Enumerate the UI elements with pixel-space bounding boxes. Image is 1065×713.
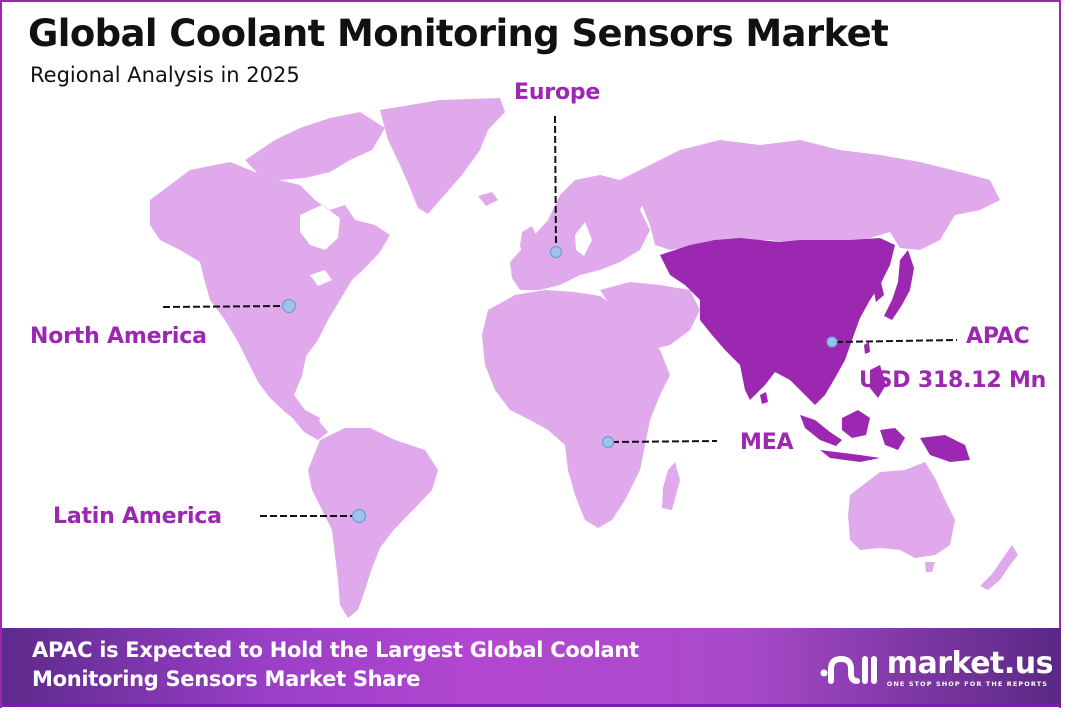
water-cutouts [300,205,592,286]
marker-mea [601,435,615,449]
label-mea: MEA [740,430,794,455]
land-masses [150,98,1018,618]
label-apac-value: USD 318.12 Mn [859,368,1047,393]
marker-europe [549,245,563,259]
brand-logo: market.us ONE STOP SHOP FOR THE REPORTS [819,646,1054,688]
leader-lines [162,115,958,517]
brand-name: market.us [886,646,1054,681]
marker-north-america [281,298,297,314]
footer-line-1: APAC is Expected to Hold the Largest Glo… [32,638,639,662]
page-title: Global Coolant Monitoring Sensors Market [28,12,889,55]
brand-tagline: ONE STOP SHOP FOR THE REPORTS [886,680,1049,688]
region-markers [281,245,838,524]
footer-line-2: Monitoring Sensors Market Share [32,667,421,691]
apac-region [660,238,970,462]
label-europe: Europe [514,80,601,105]
label-apac: APAC [966,324,1030,349]
marker-apac [826,336,838,348]
footer-statement: APAC is Expected to Hold the Largest Glo… [32,636,639,694]
marker-latin-america [351,508,367,524]
label-latin-america: Latin America [53,504,222,529]
label-north-america: North America [30,324,207,349]
page-subtitle: Regional Analysis in 2025 [30,63,300,87]
market-us-logo-icon [820,655,877,684]
footer-banner: APAC is Expected to Hold the Largest Glo… [2,628,1061,707]
